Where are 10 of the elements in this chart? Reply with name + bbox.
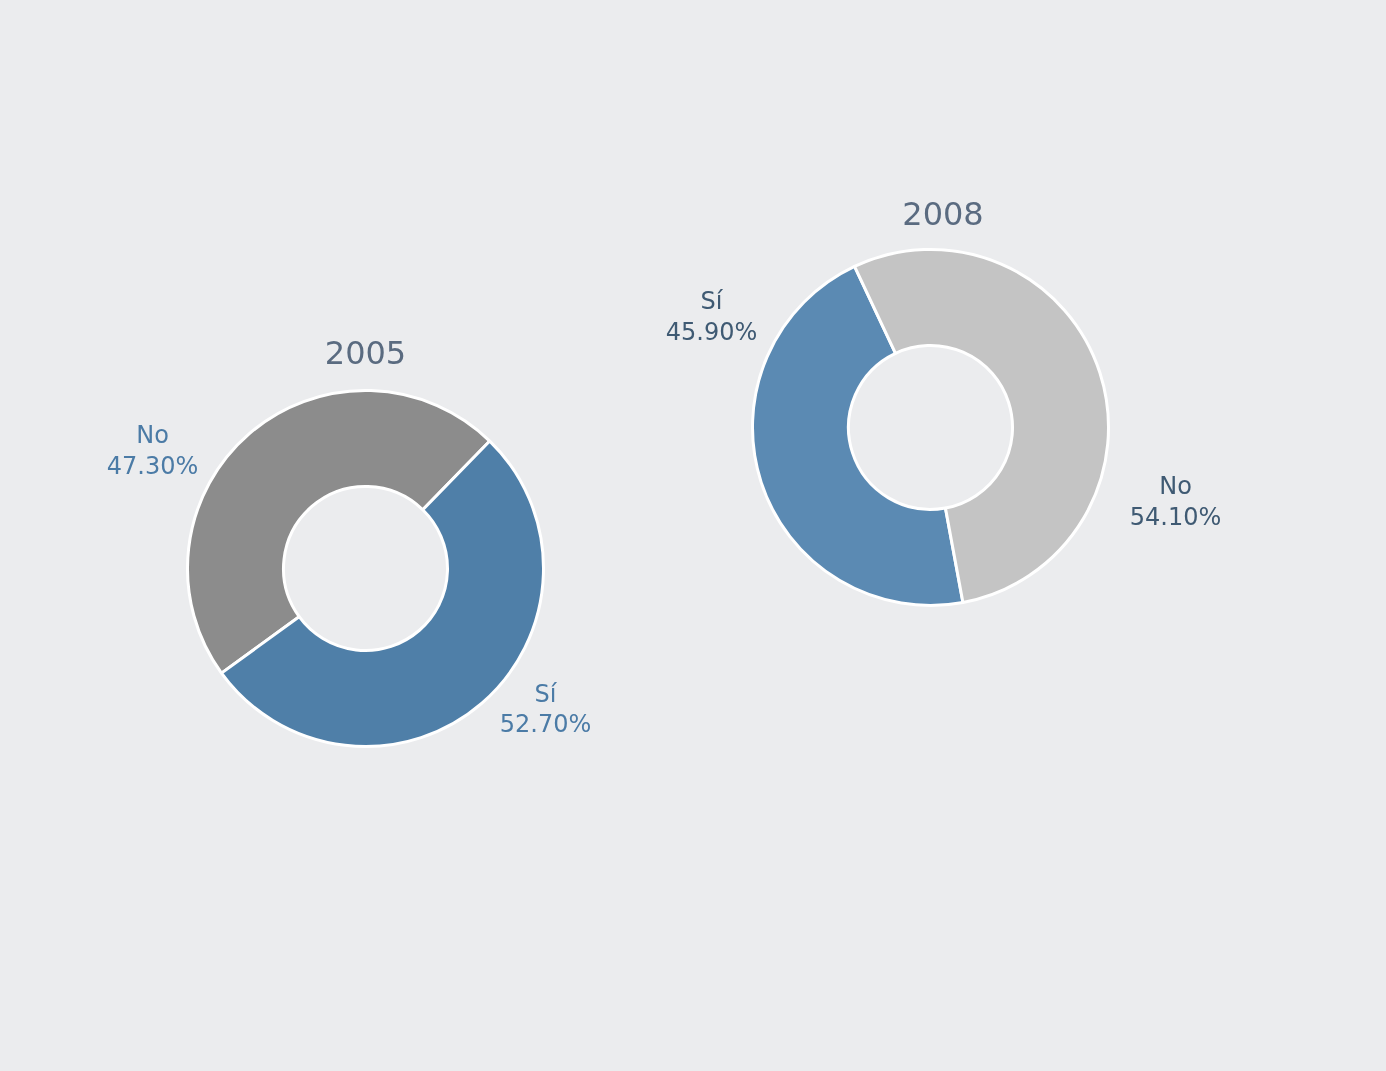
slice-label: Sí [700, 287, 724, 316]
slice-label: No [1159, 471, 1192, 500]
slice-label: Sí [534, 679, 558, 708]
data-label: 45.90% [665, 318, 758, 347]
chart-title: 2008 [902, 194, 984, 233]
chart-title: 2005 [324, 333, 407, 372]
data-label: 47.30% [106, 451, 199, 480]
data-label: 54.10% [1129, 502, 1222, 531]
slice-label: No [136, 421, 169, 450]
data-label: 52.70% [499, 710, 592, 739]
